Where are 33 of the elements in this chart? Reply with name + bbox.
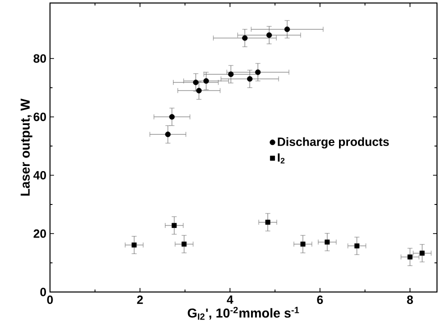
point [265, 220, 270, 225]
x-tick-label: 4 [226, 296, 234, 304]
point [172, 222, 177, 228]
x-axis-title: G$_{I2}$', 10$^{-2}$mmole s$^{-1}$ [188, 306, 299, 320]
point [324, 240, 330, 245]
x-tick-label: 8 [407, 296, 413, 304]
point [132, 242, 137, 248]
point [169, 114, 175, 120]
point [242, 35, 248, 41]
point [165, 132, 171, 138]
point [354, 243, 360, 248]
y-tick-label: 40 [33, 171, 46, 180]
y-axis-title: Laser output, W [20, 98, 32, 196]
legend-label: Discharge products [278, 137, 389, 148]
point [196, 88, 202, 94]
point [408, 254, 412, 260]
point [266, 32, 272, 38]
x-tick-label: 0 [47, 296, 53, 304]
point [193, 80, 199, 86]
point [300, 242, 306, 247]
point [182, 242, 187, 247]
point [284, 26, 290, 32]
y-tick-label: 20 [34, 229, 46, 238]
x-tick-label: 6 [317, 296, 323, 304]
point [420, 250, 425, 256]
point [247, 76, 253, 82]
point [203, 78, 209, 84]
y-tick-label: 60 [34, 112, 46, 122]
y-tick-label: 80 [34, 54, 46, 63]
point [228, 71, 234, 78]
y-tick-label: 0 [40, 288, 46, 296]
x-tick-label: 2 [137, 296, 143, 304]
legend-label: I$_{2}$ [278, 153, 285, 164]
